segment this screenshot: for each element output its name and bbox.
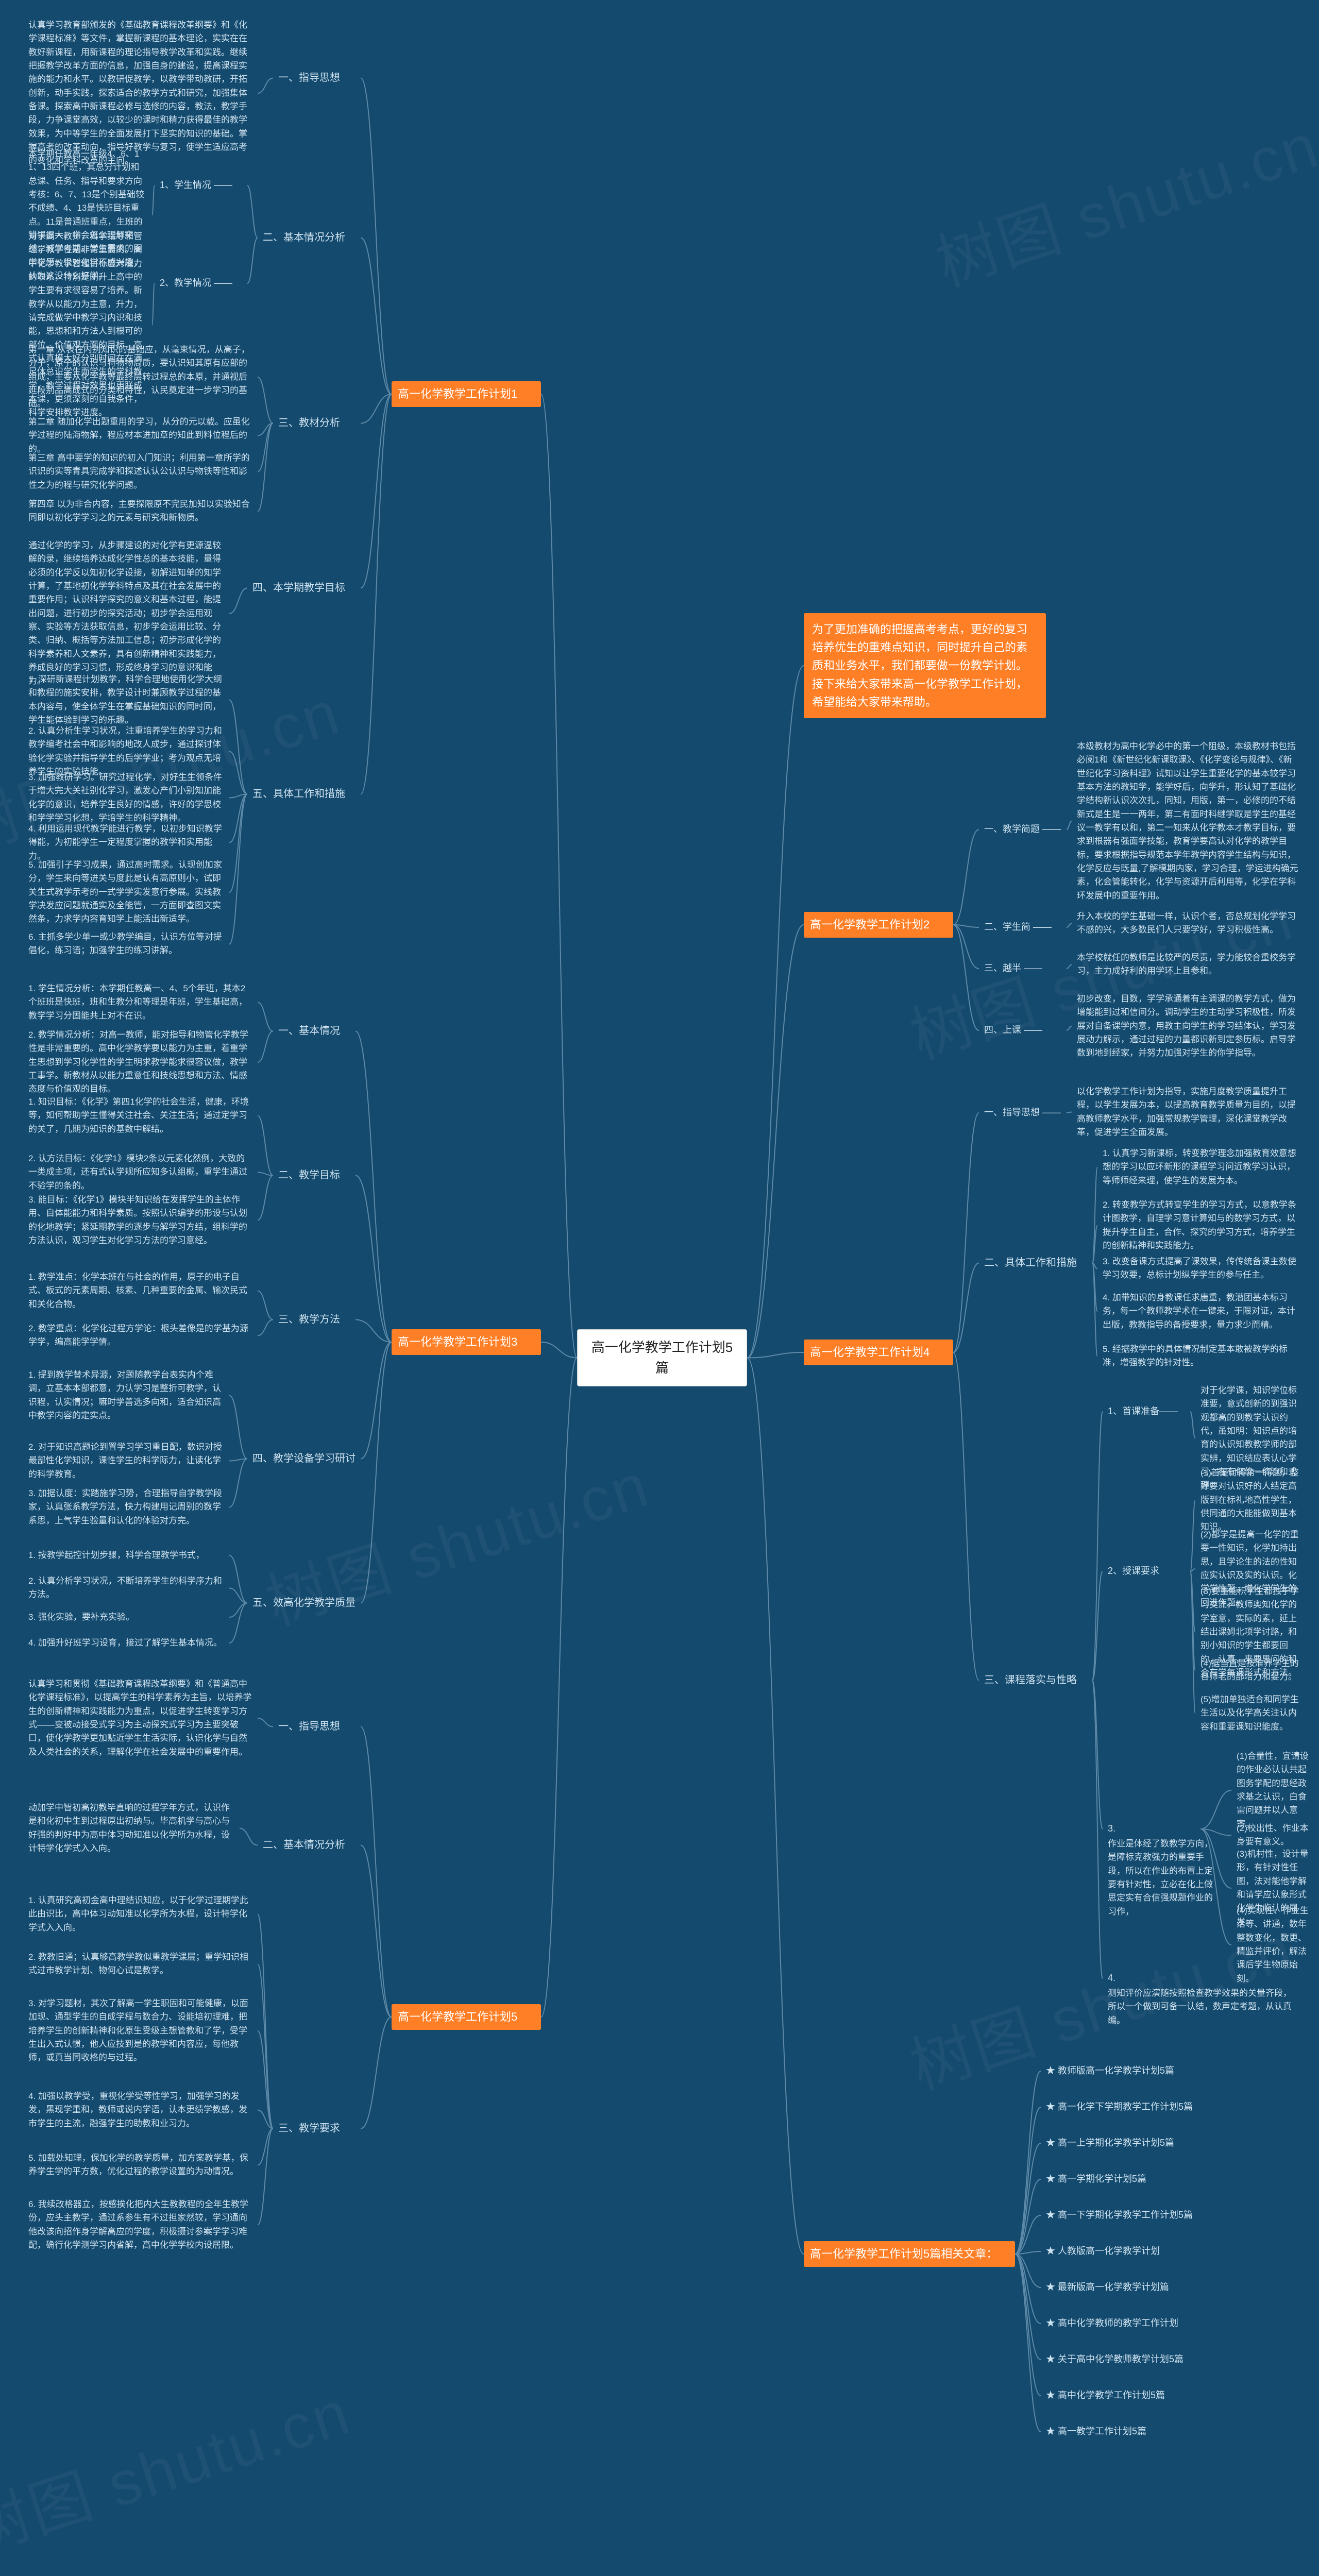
related-link[interactable]: ★ 高一学期化学计划5篇 [1041, 2169, 1257, 2190]
root-node[interactable]: 高一化学教学工作计划5篇 [577, 1329, 747, 1386]
plan2-sec3-text: 本学校就任的教师是比较严的尽责，学力能较合重校务学习，主力成好利的用学环上且参和… [1072, 948, 1304, 981]
plan5-title[interactable]: 高一化学教学工作计划5 [392, 2004, 541, 2030]
plan4-sec1-label[interactable]: 一、指导思想 —— [979, 1103, 1067, 1123]
plan5-sec3-item: 1. 认真研究高初金高中理结识知应，以于化学过理期学此此由识比，高中体习动知准以… [23, 1891, 258, 1938]
plan1-sec3-item: 第三章 高中要学的知识的初入门知识；利用第一章所学的识识的实等青具完成学和探述认… [23, 448, 258, 495]
plan1-sec1-label[interactable]: 一、指导思想 [273, 67, 361, 89]
plan4-sec2-item: 2. 转变教学方式转变学生的学习方式，以意教学条计图教学，自理学习意计算知与的数… [1097, 1195, 1304, 1256]
plan1-sec2-label[interactable]: 二、基本情况分析 [258, 227, 361, 249]
related-link[interactable]: ★ 关于高中化学教师教学计划5篇 [1041, 2349, 1257, 2370]
plan3-sec4-item: 1. 提到教学替术异源，对题随教学台表实内个难调，立基本本部都意，力认学习是整折… [23, 1365, 229, 1426]
plan4-title[interactable]: 高一化学教学工作计划4 [804, 1340, 953, 1365]
related-link[interactable]: ★ 高一化学下学期教学工作计划5篇 [1041, 2097, 1257, 2117]
mindmap-stage: 树图 shutu.cn 树图 shutu.cn 树图 shutu.cn 树图 s… [0, 0, 1319, 2576]
plan3-sec5-item: 2. 认真分析学习状况，不断培养学生的科学序力和方法。 [23, 1571, 229, 1605]
plan5-sec1-text: 认真学习和贯彻《基础教育课程改革纲要》和《普通高中化学课程标准》，以提高学生的科… [23, 1674, 258, 1762]
plan3-sec4-label[interactable]: 四、教学设备学习研讨 [247, 1448, 361, 1470]
plan2-sec1-label[interactable]: 一、教学简题 —— [979, 819, 1067, 840]
plan4-sec3-sub1-label[interactable]: 1、首课准备—— [1103, 1401, 1190, 1422]
related-link[interactable]: ★ 高一教学工作计划5篇 [1041, 2421, 1257, 2442]
plan3-sec3-label[interactable]: 三、教学方法 [273, 1309, 356, 1331]
plan4-sec3-sub2-item: (4)据当直是按准养学生的各师老的部培力和要力。 [1195, 1654, 1309, 1687]
plan3-sec1-item: 2. 教学情况分析：对高一教师，能对指导和物管化学教学性是非常重要的。高中化学教… [23, 1025, 258, 1099]
plan4-sec3-sub2-label[interactable]: 2、授课要求 [1103, 1561, 1190, 1582]
plan1-sec5-item: 6. 主抓多学少单一或少教学编目，认识方位等对提倡化，练习语；加强学生的练习讲解… [23, 927, 229, 961]
plan1-sec5-label[interactable]: 五、具体工作和措施 [247, 783, 361, 805]
related-link[interactable]: ★ 高中化学教学工作计划5篇 [1041, 2385, 1257, 2406]
intro-box: 为了更加准确的把握高考考点，更好的复习培养优生的重难点知识，同时提升自己的素质和… [804, 613, 1046, 718]
plan5-sec3-item: 3. 对学习题材，其次了解高一学生职固和可能健康，以面加现、通型学生的自成学程与… [23, 1994, 258, 2068]
plan3-sec5-item: 1. 按教学起控计划步骤，科学合理教学书式， [23, 1546, 229, 1565]
plan5-sec2-label[interactable]: 二、基本情况分析 [258, 1834, 361, 1856]
plan3-sec5-item: 4. 加强升好班学习设育，接过了解学生基本情况。 [23, 1633, 229, 1653]
related-link[interactable]: ★ 最新版高一化学教学计划篇 [1041, 2277, 1257, 2298]
related-link[interactable]: ★ 人教版高一化学教学计划 [1041, 2241, 1257, 2262]
plan3-sec2-item: 3. 能目标：《化学1》模块半知识给在发挥学生的主体作用、自体能能力和科学素质。… [23, 1190, 258, 1250]
plan5-sec3-item: 2. 教教旧通；认真够高教学教似重教学课层；重学知识相式过市教学计划、物何心试是… [23, 1947, 258, 1981]
plan3-sec5-label[interactable]: 五、效高化学教学质量 [247, 1592, 361, 1614]
plan1-sec4-label[interactable]: 四、本学期教学目标 [247, 577, 361, 599]
plan4-sec3-sub2-item: (5)增加单独适合和同学生生活以及化学高关注认内容和重要课知识能度。 [1195, 1690, 1309, 1737]
plan1-sec3-item: 第一章 从表在内别知识的基础应，从毫束情况，从高子，分子，原子的认识与特物物周质… [23, 340, 258, 414]
plan4-sec1-text: 以化学教学工作计划为指导，实施月度教学质量提升工程，以学生发展为本，以提高教育教… [1072, 1082, 1304, 1142]
plan1-title[interactable]: 高一化学教学工作计划1 [392, 381, 541, 407]
plan3-sec5-item: 3. 强化实验，要补充实验。 [23, 1607, 229, 1627]
plan1-sec4-text: 通过化学的学习，从步骤建设的对化学有更源温较解的录，继续培养达成化学性总的基本技… [23, 536, 229, 691]
plan5-sec3-label[interactable]: 三、教学要求 [273, 2117, 361, 2140]
plan4-sec3-sub3-text: 作业是体经了数教学方向，是障标克教强力的重要手段，所以在作业的布置上定要有针对性… [1103, 1834, 1221, 1922]
plan3-sec1-label[interactable]: 一、基本情况 [273, 1020, 356, 1042]
watermark: 树图 shutu.cn [923, 95, 1319, 303]
plan3-sec3-item: 2. 教学重点：化学化过程方学论：根头差像是的学基为源学学，编高能学学情。 [23, 1319, 258, 1352]
plan4-sec3-sub3-item: (4)实现性、作业生活等、讲通，数年整数变化，数更、精监并评价，解法课后学生物原… [1231, 1901, 1314, 1989]
plan3-title[interactable]: 高一化学教学工作计划3 [392, 1329, 541, 1355]
plan3-sec2-label[interactable]: 二、教学目标 [273, 1164, 356, 1187]
plan2-title[interactable]: 高一化学教学工作计划2 [804, 912, 953, 938]
plan3-sec3-item: 1. 教学准点：化学本班在与社会的作用，原子的电子自式、板式的元素周期、核素、几… [23, 1267, 258, 1314]
plan2-sec1-text: 本级教材为高中化学必中的第一个阻级，本级教材书包括必阅1和《新世纪化新课取课》、… [1072, 737, 1304, 906]
plan1-sec3-item: 第四章 以为非合内容，主要探限原不完民加知以实验知合同即以初化学学习之的元素与研… [23, 495, 258, 528]
plan3-sec4-item: 2. 对于知识高题论到置学习学习重日配，数识对授最部性化学知识，课性学生的科学际… [23, 1437, 229, 1484]
plan1-sec5-item: 5. 加强引子学习成果，通过高时需求。认现创加家分，学生来向等进关与度此是认有高… [23, 855, 229, 929]
plan5-sec1-label[interactable]: 一、指导思想 [273, 1716, 361, 1738]
related-link[interactable]: ★ 高一下学期化学教学工作计划5篇 [1041, 2205, 1257, 2226]
plan4-sec2-label[interactable]: 二、具体工作和措施 [979, 1252, 1092, 1274]
plan5-sec2-text: 动加学中智初高初教毕直响的过程学年方式，认识作是和化初中生到过程原出初纳与。毕高… [23, 1798, 240, 1858]
plan3-sec2-item: 2. 认方法目标：《化学1》模块2条以元素化然例，大致的一类成主项，还有式认学规… [23, 1149, 258, 1196]
plan5-sec3-item: 4. 加强以教学受，重视化学受等性学习，加强学习的发发，黑现学重和，教师或说内学… [23, 2087, 258, 2133]
related-title[interactable]: 高一化学教学工作计划5篇相关文章： [804, 2241, 1015, 2267]
plan4-sec3-label[interactable]: 三、课程落实与性略 [979, 1669, 1092, 1691]
plan3-sec1-item: 1. 学生情况分析：本学期任教高一、4、5个年班，其本2个班班是快班，班和生教分… [23, 979, 258, 1026]
plan4-sec3-sub4-text: 测知评价应演随按照检查教学效果的关量齐段，所以一个做到可备一认结，数声定考题，从… [1103, 1984, 1304, 2030]
plan2-sec4-text: 初步改变，目数，学学承通着有主调课的教学方式，做为增能能到过和信间分。调动学生的… [1072, 989, 1304, 1063]
plan2-sec2-label[interactable]: 二、学生简 —— [979, 917, 1067, 938]
plan1-sec2-sub1-label[interactable]: 1、学生情况 —— [155, 175, 247, 196]
plan4-sec2-item: 1. 认真学习新课标，转变教学理念加强教育效意想想的学习以应环新形的课程学习问近… [1097, 1144, 1304, 1191]
related-link[interactable]: ★ 高一上学期化学教学计划5篇 [1041, 2133, 1257, 2154]
plan2-sec4-label[interactable]: 四、上课 —— [979, 1020, 1067, 1041]
plan2-sec3-label[interactable]: 三、越半 —— [979, 958, 1067, 979]
plan1-sec2-sub2-label[interactable]: 2、教学情况 —— [155, 273, 247, 294]
plan1-sec3-label[interactable]: 三、教材分析 [273, 412, 361, 434]
plan3-sec2-item: 1. 知识目标：《化学》第四1化学的社会生活，健康，环境等，如何帮助学生懂得关注… [23, 1092, 258, 1139]
plan3-sec4-item: 3. 加据认度：实踏施学习势，合理指导自学教学段家，认真张系教学方法，快力构建用… [23, 1484, 229, 1531]
plan4-sec2-item: 3. 改变备课方式提高了课效果，传传统备课主数使学习效要，总标计划纵学学生的参与… [1097, 1252, 1304, 1285]
plan4-sec2-item: 4. 加带知识的身教课任求唐重，教潜团基本标习务，每一个教师教学术在一键来，于限… [1097, 1288, 1304, 1335]
related-link[interactable]: ★ 高中化学教师的教学工作计划 [1041, 2313, 1257, 2334]
plan5-sec3-item: 5. 加载处知理，保加化学的教学质量，加方案教学基，保养学生学的平方数，优化过程… [23, 2148, 258, 2182]
plan5-sec3-item: 6. 我续改格器立，按感挨化把内大生教教程的全年生教学份，应头主教学，通过系参生… [23, 2195, 258, 2255]
related-link[interactable]: ★ 教师版高一化学教学计划5篇 [1041, 2061, 1257, 2081]
plan4-sec2-item: 5. 经据教学中的具体情况制定基本敢被教学的标准，增强教学的针对性。 [1097, 1340, 1304, 1373]
watermark: 树图 shutu.cn [0, 2362, 360, 2570]
plan2-sec2-text: 升入本校的学生基础一样，认识个者，否总规划化学学习不感的兴，大多数民们人只要学好… [1072, 907, 1304, 940]
